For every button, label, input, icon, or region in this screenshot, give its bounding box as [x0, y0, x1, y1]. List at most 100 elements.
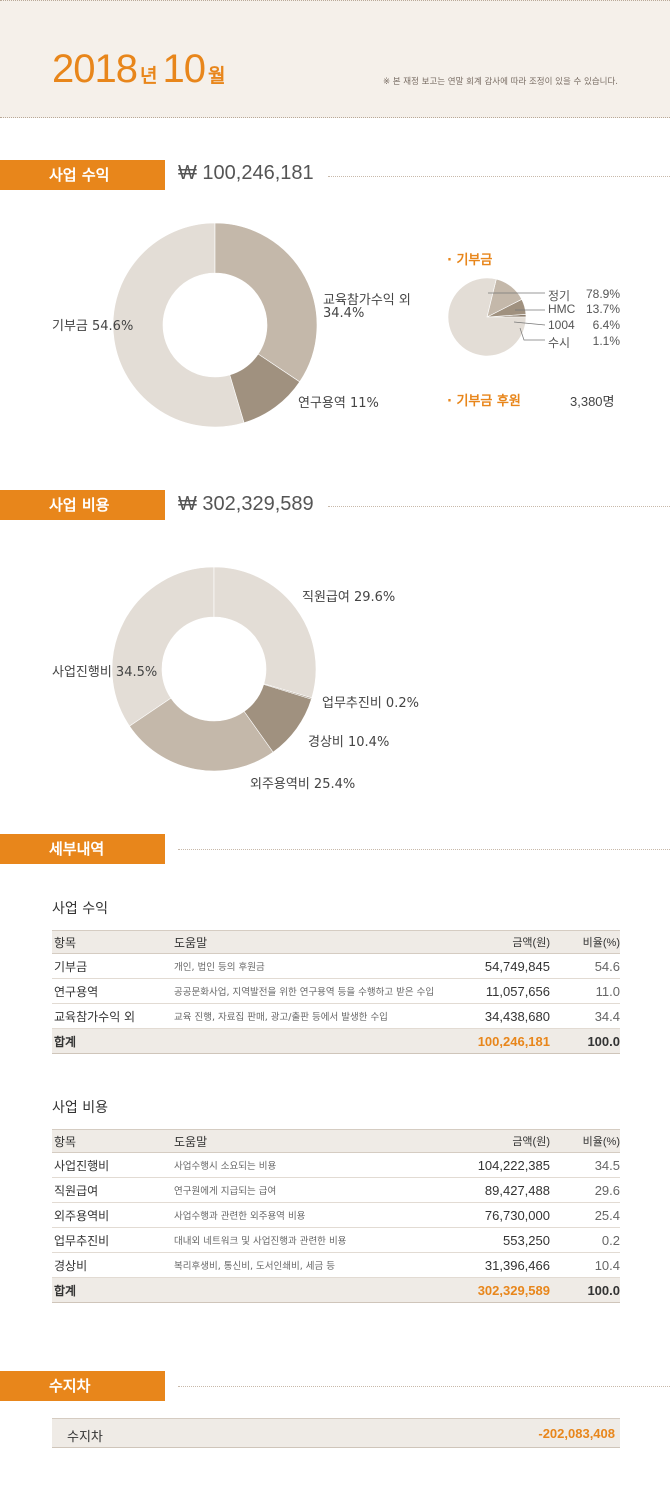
total-label: 합계 [52, 1277, 174, 1303]
expense-table-title: 사업 비용 [52, 1100, 108, 1116]
revenue-label-research: 연구용역 11% [298, 396, 379, 411]
row-help: 복리후생비, 통신비, 도서인쇄비, 세금 등 [174, 1252, 439, 1278]
row-help: 공공문화사업, 지역발전을 위한 연구용역 등을 수행하고 받은 수입 [174, 978, 469, 1004]
section-divider [178, 849, 670, 850]
year-value: 2018 [52, 47, 138, 91]
row-amount: 11,057,656 [468, 978, 550, 1004]
total-empty [174, 1277, 439, 1303]
donation-detail-title: · 기부금 [447, 253, 493, 268]
donation-pie-chart [447, 277, 546, 357]
revenue-donut-chart [112, 222, 318, 428]
table-row: 연구용역 공공문화사업, 지역발전을 위한 연구용역 등을 수행하고 받은 수입… [52, 978, 620, 1004]
row-item: 교육참가수익 외 [52, 1003, 174, 1029]
expense-slice [213, 566, 317, 699]
donation-sponsor-title: · 기부금 후원 [447, 394, 521, 409]
balance-value: -202,083,408 [538, 1426, 615, 1441]
donation-sponsor-count: 3,380명 [570, 394, 615, 409]
revenue-slice [112, 222, 245, 428]
year-unit: 년 [139, 66, 158, 87]
audit-note: ※ 본 재정 보고는 연말 회계 감사에 따라 조정이 있을 수 있습니다. [382, 77, 618, 87]
row-amount: 31,396,466 [438, 1252, 550, 1278]
balance-label: 수지차 [67, 1430, 103, 1445]
column-header-amount: 금액(원) [438, 1129, 550, 1153]
table-row: 직원급여 연구원에게 지급되는 급여 89,427,488 29.6 [52, 1177, 620, 1203]
expense-label-outsource: 외주용역비 25.4% [250, 777, 356, 792]
revenue-slice [229, 353, 301, 424]
month-value: 10 [162, 47, 205, 91]
row-item: 외주용역비 [52, 1202, 174, 1228]
expense-section-tab: 사업 비용 [0, 490, 165, 520]
expense-slice [129, 697, 274, 772]
month-unit: 월 [207, 66, 226, 87]
row-amount: 89,427,488 [438, 1177, 550, 1203]
balance-section-tab: 수지차 [0, 1371, 165, 1401]
total-ratio: 100.0 [550, 1028, 620, 1054]
donation-legend-item: 정기 78.9% [548, 287, 620, 303]
expense-slice [243, 683, 312, 753]
expense-label-project: 사업진행비 34.5% [52, 665, 158, 680]
row-ratio: 25.4 [550, 1202, 620, 1228]
table-row: 업무추진비 대내외 네트워크 및 사업진행과 관련한 비용 553,250 0.… [52, 1227, 620, 1253]
revenue-section-tab: 사업 수익 [0, 160, 165, 190]
revenue-slice [214, 222, 318, 383]
row-item: 사업진행비 [52, 1152, 174, 1178]
row-item: 연구용역 [52, 978, 174, 1004]
row-help: 개인, 법인 등의 후원금 [174, 953, 469, 979]
column-header-item: 항목 [52, 930, 174, 954]
table-total-row: 합계 302,329,589 100.0 [52, 1277, 620, 1303]
table-row: 기부금 개인, 법인 등의 후원금 54,749,845 54.6 [52, 953, 620, 979]
report-header: 2018 년 10 월 ※ 본 재정 보고는 연말 회계 감사에 따라 조정이 있을 … [0, 0, 670, 118]
expense-label-overhead: 경상비 10.4% [308, 735, 390, 750]
table-header-row: 항목 도움말 금액(원) 비율(%) [52, 930, 620, 954]
section-divider [328, 506, 670, 507]
revenue-label-donation: 기부금 54.6% [52, 319, 134, 334]
table-total-row: 합계 100,246,181 100.0 [52, 1028, 620, 1054]
table-row: 사업진행비 사업수행시 소요되는 비용 104,222,385 34.5 [52, 1152, 620, 1178]
row-ratio: 34.5 [550, 1152, 620, 1178]
table-header-row: 항목 도움말 금액(원) 비율(%) [52, 1129, 620, 1153]
expense-label-promotion: 업무추진비 0.2% [322, 696, 419, 711]
table-row: 경상비 복리후생비, 통신비, 도서인쇄비, 세금 등 31,396,466 1… [52, 1252, 620, 1278]
total-ratio: 100.0 [550, 1277, 620, 1303]
total-amount: 100,246,181 [468, 1028, 550, 1054]
expense-slice [111, 566, 215, 727]
row-amount: 54,749,845 [468, 953, 550, 979]
row-help: 사업수행과 관련한 외주용역 비용 [174, 1202, 439, 1228]
row-help: 연구원에게 지급되는 급여 [174, 1177, 439, 1203]
column-header-ratio: 비율(%) [550, 930, 620, 954]
section-divider [328, 176, 670, 177]
expense-label-salary: 직원급여 29.6% [302, 590, 396, 605]
row-amount: 553,250 [438, 1227, 550, 1253]
row-help: 대내외 네트워크 및 사업진행과 관련한 비용 [174, 1227, 439, 1253]
row-item: 업무추진비 [52, 1227, 174, 1253]
expense-donut-chart [111, 566, 317, 772]
row-ratio: 0.2 [550, 1227, 620, 1253]
column-header-help: 도움말 [174, 930, 469, 954]
revenue-table: 항목 도움말 금액(원) 비율(%) 기부금 개인, 법인 등의 후원금 54,… [52, 930, 620, 1054]
total-amount: 302,329,589 [438, 1277, 550, 1303]
column-header-help: 도움말 [174, 1129, 439, 1153]
donation-legend-item: HMC 13.7% [548, 302, 620, 316]
row-ratio: 11.0 [550, 978, 620, 1004]
revenue-label-edu-line2: 34.4% [323, 306, 365, 321]
row-item: 경상비 [52, 1252, 174, 1278]
legend-leader-line [513, 321, 546, 326]
expense-total-amount: ₩ 302,329,589 [178, 493, 314, 515]
row-ratio: 34.4 [550, 1003, 620, 1029]
column-header-ratio: 비율(%) [550, 1129, 620, 1153]
column-header-amount: 금액(원) [468, 930, 550, 954]
row-help: 교육 진행, 자료집 판매, 광고/출판 등에서 발생한 수입 [174, 1003, 469, 1029]
row-amount: 104,222,385 [438, 1152, 550, 1178]
row-ratio: 10.4 [550, 1252, 620, 1278]
balance-row: 수지차 -202,083,408 [52, 1418, 620, 1448]
section-divider [178, 1386, 670, 1387]
table-row: 교육참가수익 외 교육 진행, 자료집 판매, 광고/출판 등에서 발생한 수입… [52, 1003, 620, 1029]
details-section-tab: 세부내역 [0, 834, 165, 864]
report-period: 2018 년 10 월 [52, 47, 230, 92]
expense-table: 항목 도움말 금액(원) 비율(%) 사업진행비 사업수행시 소요되는 비용 1… [52, 1129, 620, 1303]
row-ratio: 29.6 [550, 1177, 620, 1203]
row-help: 사업수행시 소요되는 비용 [174, 1152, 439, 1178]
legend-leader-line [519, 327, 545, 341]
revenue-table-title: 사업 수익 [52, 901, 108, 917]
table-row: 외주용역비 사업수행과 관련한 외주용역 비용 76,730,000 25.4 [52, 1202, 620, 1228]
